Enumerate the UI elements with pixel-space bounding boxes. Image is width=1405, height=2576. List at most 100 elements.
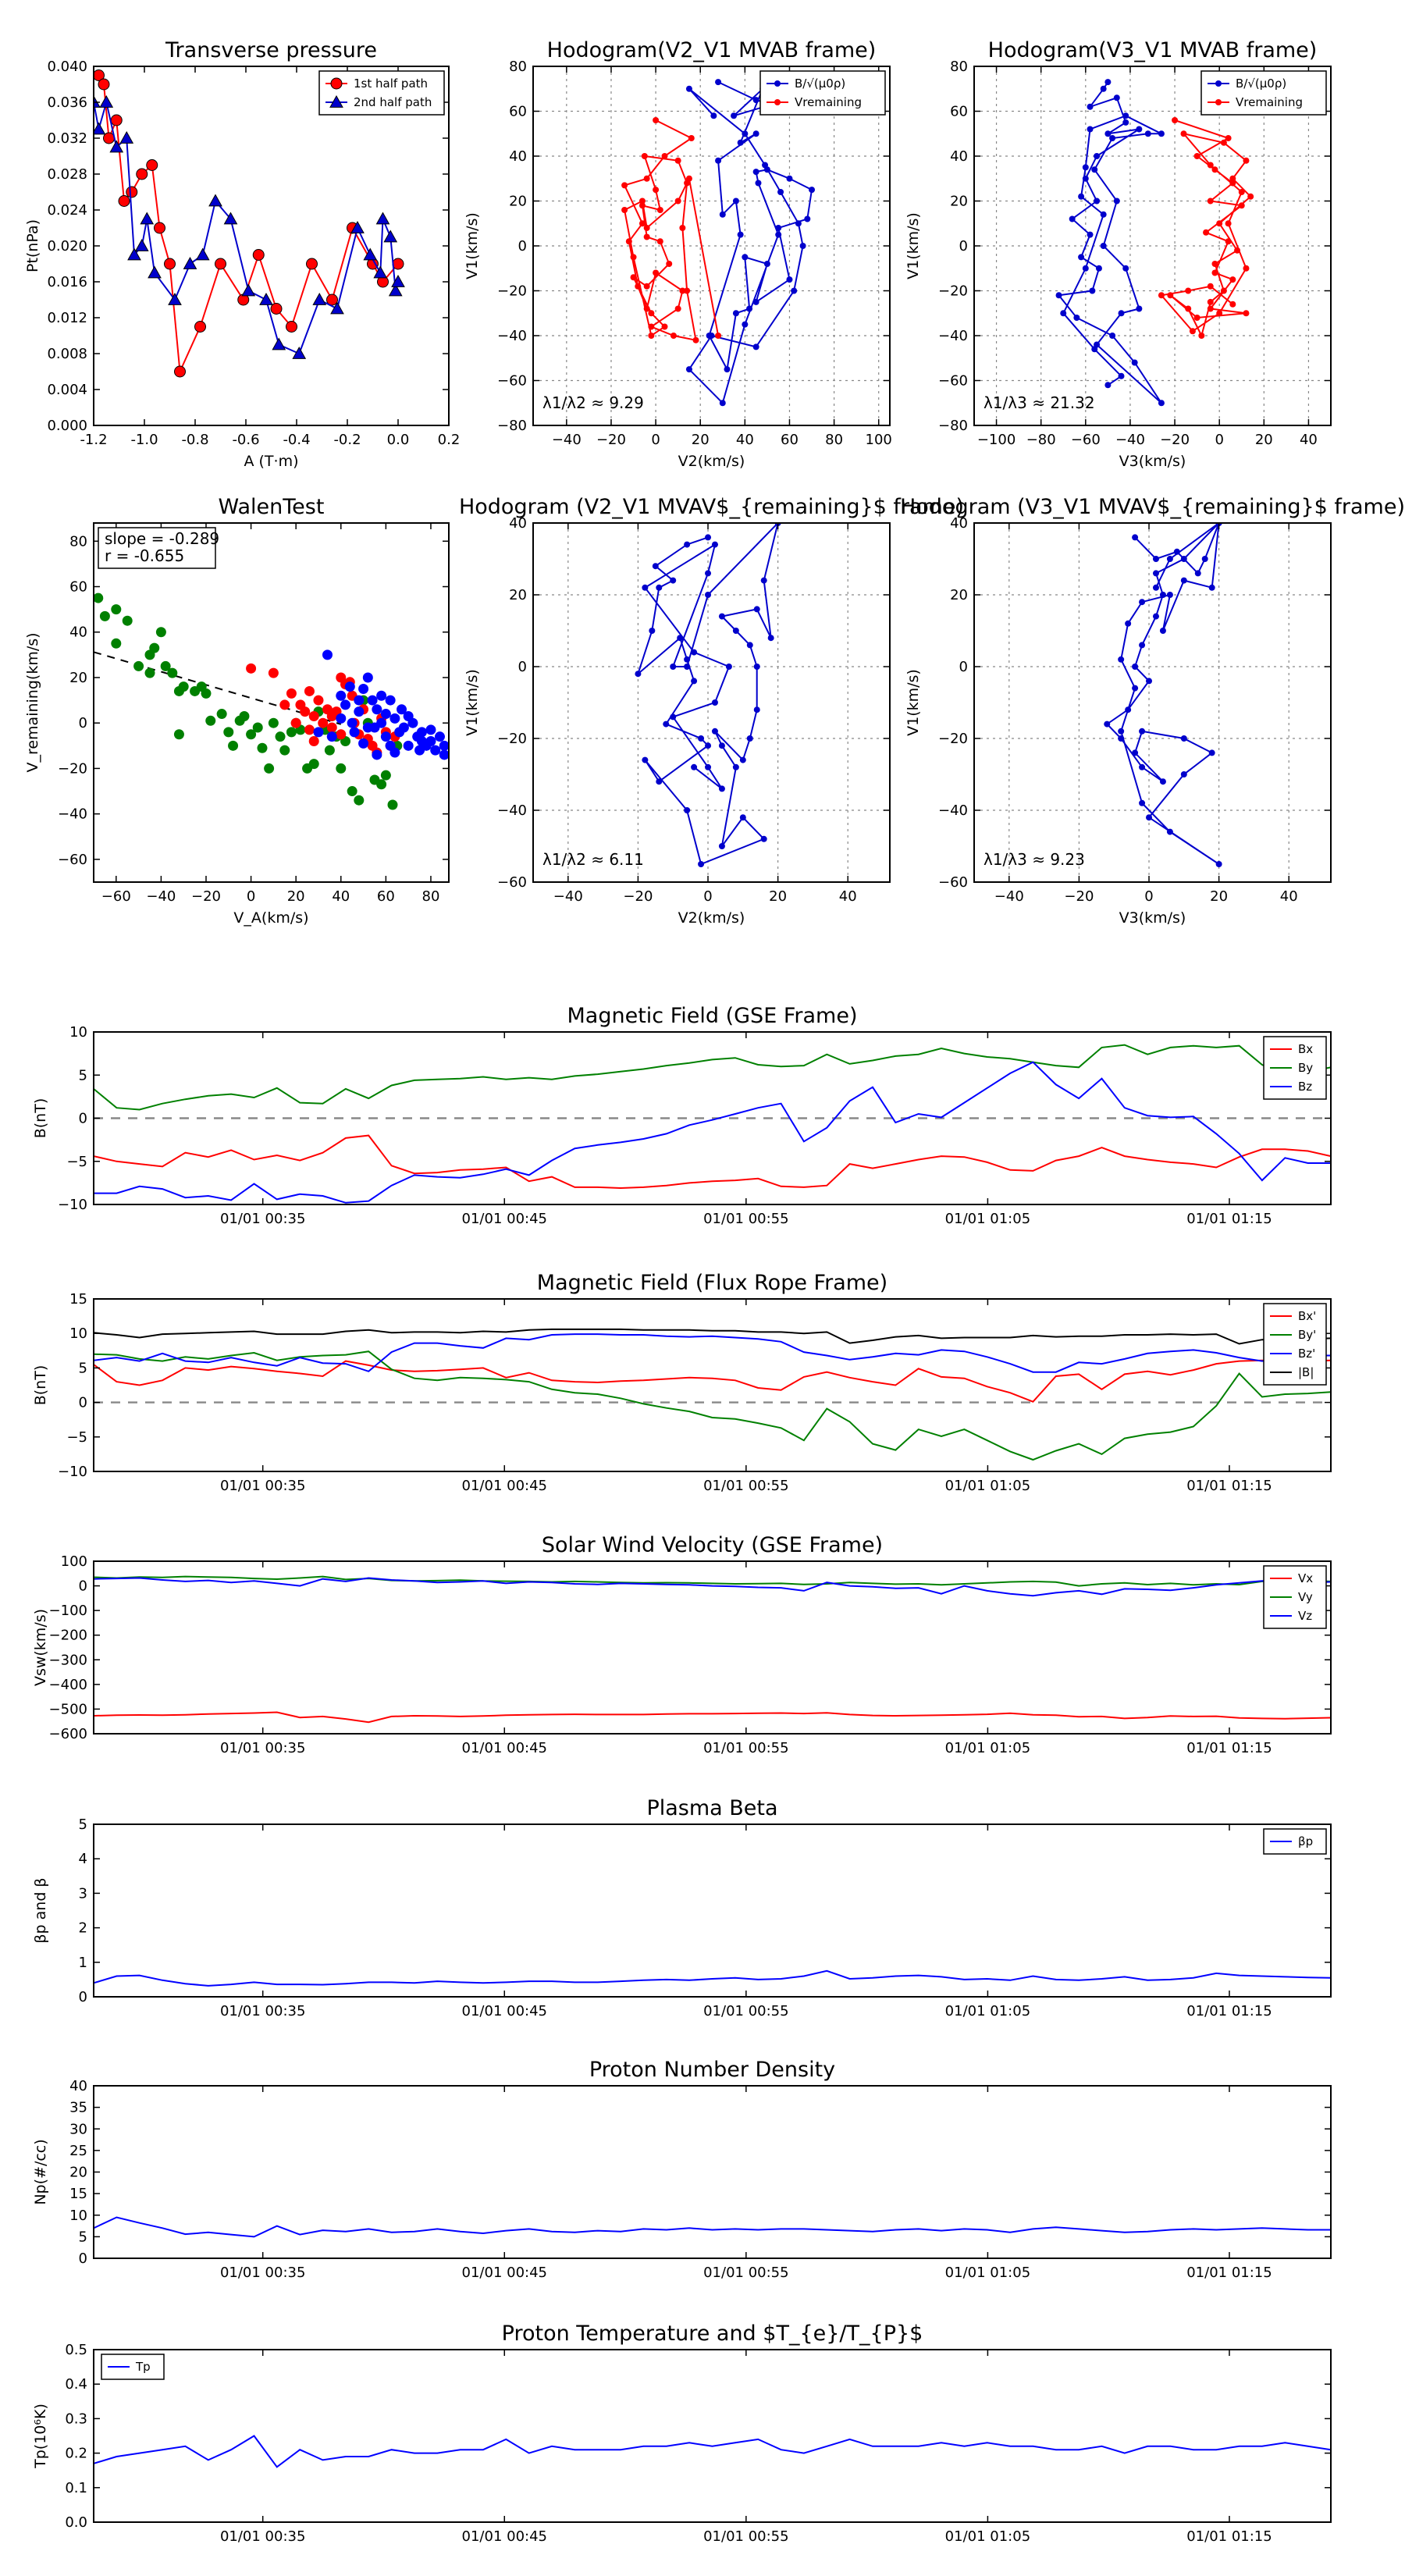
- data-point: [1207, 162, 1214, 169]
- data-point: [354, 695, 365, 706]
- data-point: [656, 238, 663, 245]
- data-point: [691, 649, 698, 656]
- legend-marker: [329, 94, 343, 108]
- y-tick-label: 0: [79, 715, 87, 731]
- data-point: [1060, 310, 1067, 317]
- data-point: [1208, 749, 1215, 756]
- data-point: [1146, 814, 1153, 821]
- data-point: [746, 735, 753, 742]
- data-point: [762, 162, 769, 169]
- series-np: [94, 2216, 1331, 2238]
- data-point: [330, 301, 344, 315]
- data-point: [746, 305, 753, 312]
- y-tick-label: 0: [79, 2250, 87, 2267]
- x-tick-label: 0: [703, 888, 712, 905]
- stats-line: slope = -0.289: [105, 529, 219, 548]
- data-point: [1193, 153, 1200, 159]
- x-tick-label: 01/01 00:35: [220, 2003, 305, 2019]
- series-vx: [94, 1711, 1331, 1724]
- data-point: [397, 704, 407, 715]
- data-point: [1189, 328, 1196, 335]
- data-point: [1087, 126, 1094, 133]
- hodogram-v2v1-mvab-panel: Hodogram(V2_V1 MVAB frame) −40 −20 0 20 40 60 8…: [464, 38, 892, 470]
- data-point: [275, 731, 286, 742]
- data-point: [643, 283, 650, 290]
- series-line: [623, 119, 720, 342]
- series-b-0-: [685, 79, 816, 407]
- data-point: [312, 292, 327, 305]
- y-tick-label: 20: [509, 587, 527, 603]
- y-tick-label: 80: [69, 533, 87, 550]
- x-tick-label: 01/01 01:15: [1186, 1478, 1272, 1494]
- data-point: [308, 735, 319, 746]
- x-tick-label: 01/01 00:35: [220, 2265, 305, 2281]
- data-point: [1185, 287, 1192, 294]
- x-tick-label: −40: [553, 888, 583, 905]
- data-point: [208, 194, 222, 207]
- data-point: [688, 135, 695, 141]
- data-point: [718, 843, 725, 849]
- data-point: [670, 664, 677, 670]
- data-point: [1166, 592, 1173, 598]
- data-point: [1139, 728, 1146, 735]
- data-point: [1208, 584, 1215, 591]
- data-point: [336, 713, 347, 724]
- y-tick-label: −20: [497, 283, 527, 300]
- data-point: [777, 189, 784, 195]
- series-series-1: [246, 663, 400, 758]
- y-tick-label: −20: [497, 731, 527, 747]
- data-point: [670, 577, 677, 584]
- x-tick-label: 0: [1144, 888, 1153, 905]
- data-point: [241, 283, 256, 297]
- y-tick-label: 0.028: [47, 166, 87, 183]
- y-tick-label: 0.004: [47, 382, 87, 398]
- data-point: [719, 211, 726, 218]
- data-point: [380, 709, 391, 720]
- y-axis-label: Vsw(km/s): [32, 1609, 49, 1686]
- data-point: [718, 742, 725, 749]
- plot-area: [94, 2216, 1331, 2238]
- y-tick-label: −60: [938, 874, 968, 891]
- data-point: [670, 713, 677, 720]
- data-point: [403, 740, 414, 751]
- legend-label: Bx: [1298, 1042, 1313, 1056]
- legend: Vx Vy Vz: [1263, 1565, 1327, 1629]
- x-tick-label: 20: [287, 888, 305, 905]
- data-point: [326, 722, 337, 733]
- x-tick-label: 01/01 01:05: [945, 1740, 1030, 1756]
- data-point: [1139, 599, 1146, 606]
- data-point: [1122, 265, 1129, 272]
- data-point: [1100, 243, 1107, 249]
- data-point: [1136, 126, 1143, 133]
- data-point: [1180, 130, 1187, 137]
- y-tick-label: 0: [79, 1111, 87, 1127]
- y-tick-label: 10: [69, 1024, 87, 1041]
- data-point: [1180, 735, 1187, 742]
- data-point: [304, 685, 315, 696]
- data-point: [698, 861, 705, 867]
- data-point: [326, 710, 337, 721]
- data-point: [1091, 346, 1098, 353]
- data-point: [679, 287, 686, 294]
- y-tick-label: 20: [950, 194, 968, 210]
- y-axis-label: V1(km/s): [464, 212, 481, 279]
- data-point: [133, 660, 144, 671]
- magnetic-field-gse-panel: Magnetic Field (GSE Frame) 01/01 00:35 01/…: [32, 1004, 1332, 1227]
- legend: Bx' By' Bz' |B|: [1263, 1303, 1327, 1386]
- data-point: [685, 85, 692, 92]
- y-tick-label: 0.0: [65, 2514, 87, 2531]
- data-point: [118, 195, 130, 207]
- data-point: [1207, 305, 1214, 312]
- eigenvalue-ratio-label: λ1/λ2 ≈ 6.11: [542, 850, 644, 869]
- data-point: [126, 186, 138, 198]
- data-point: [1132, 664, 1139, 670]
- data-point: [1194, 570, 1201, 577]
- data-point: [403, 710, 414, 721]
- data-point: [94, 122, 106, 135]
- data-point: [652, 563, 659, 570]
- data-point: [1152, 613, 1159, 620]
- x-tick-label: 01/01 01:15: [1186, 1740, 1272, 1756]
- legend-label: Bz: [1298, 1080, 1312, 1094]
- x-tick-label: 100: [866, 432, 892, 448]
- y-tick-label: −40: [938, 802, 968, 819]
